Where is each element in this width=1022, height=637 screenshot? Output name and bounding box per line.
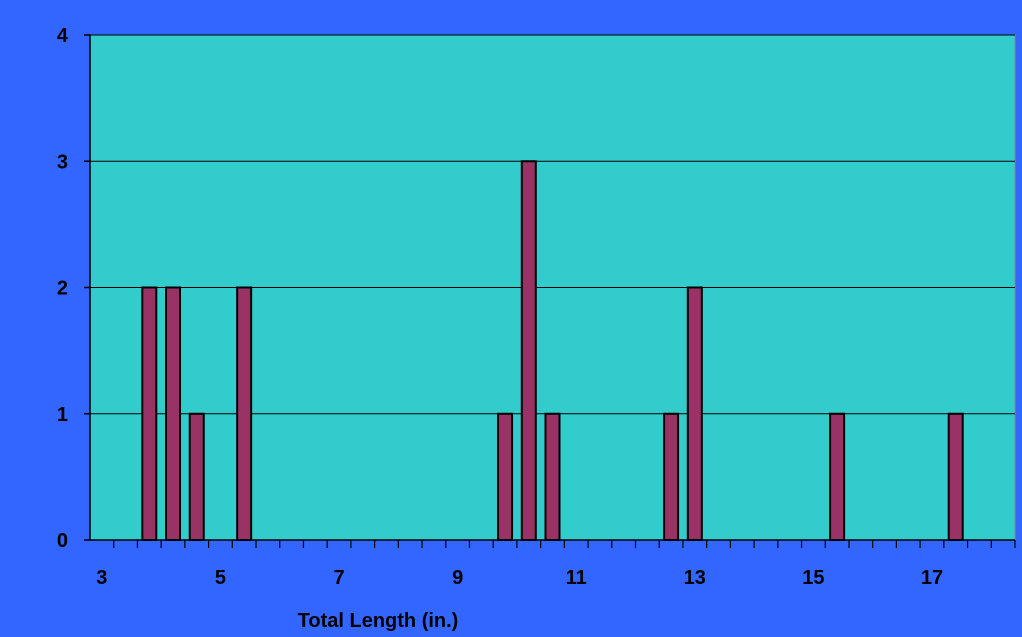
y-tick-label: 2 <box>57 278 68 300</box>
bar-4 <box>497 412 514 541</box>
tick-labels: 0 1 2 3 4 3 5 7 9 11 13 15 17 <box>57 25 943 589</box>
bar-9 <box>829 412 846 541</box>
x-tick-label: 13 <box>684 567 706 589</box>
bar-10 <box>947 412 964 541</box>
y-tick-label: 0 <box>57 530 68 552</box>
x-tick-label: 3 <box>96 567 107 589</box>
bar-7 <box>663 412 680 541</box>
axes <box>84 34 1016 548</box>
bar-8 <box>686 286 703 541</box>
x-tick-label: 5 <box>215 567 226 589</box>
y-tick-label: 4 <box>57 25 69 47</box>
x-axis-title: Total Length (in.) <box>298 610 459 632</box>
bar-1 <box>165 286 182 541</box>
bar-5 <box>520 160 537 541</box>
x-tick-label: 17 <box>921 567 943 589</box>
x-tick-label: 15 <box>802 567 824 589</box>
y-tick-label: 1 <box>57 404 68 426</box>
bar-0 <box>141 286 158 541</box>
bar-3 <box>236 286 253 541</box>
x-tick-label: 9 <box>452 567 463 589</box>
y-tick-label: 3 <box>57 151 68 173</box>
x-tick-label: 11 <box>566 567 587 589</box>
bar-2 <box>188 412 205 541</box>
x-tick-label: 7 <box>333 567 344 589</box>
bar-6 <box>544 412 561 541</box>
